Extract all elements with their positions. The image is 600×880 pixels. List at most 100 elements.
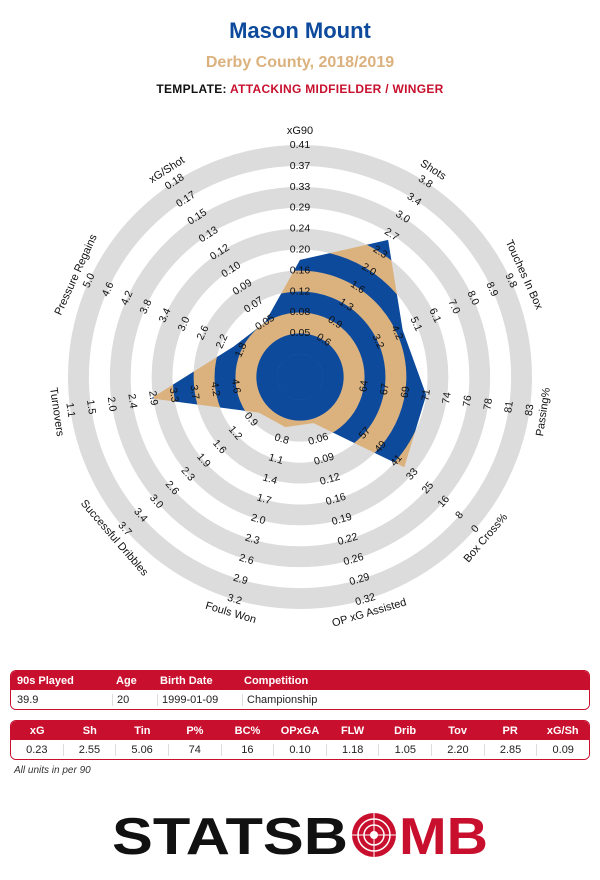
stats-header-xg: xG [29, 724, 45, 737]
radar-tick-label: 0.29 [290, 202, 311, 214]
radar-tick-label: 4.6 [229, 378, 243, 394]
stats-header-p-pct: P% [186, 724, 204, 737]
radar-ring [151, 228, 449, 526]
radar-tick-label: 8.0 [465, 289, 482, 307]
radar-tick-label: 0.22 [336, 531, 359, 548]
logo-text-left: STATSB [112, 810, 348, 860]
radar-tick-label: 3.2 [370, 332, 387, 350]
stats-header-opxga: OPxGA [280, 724, 320, 737]
radar-fill-band [255, 332, 345, 422]
radar-tick-label: 2.3 [244, 532, 262, 548]
radar-axis-label: Passing% [534, 387, 553, 437]
radar-tick-label: 0.08 [290, 306, 311, 318]
radar-tick-label: 67 [378, 382, 392, 395]
stats-header-drib: Drib [394, 724, 417, 737]
radar-tick-label: 0.8 [273, 431, 291, 447]
radar-tick-label: 0.33 [290, 181, 311, 193]
radar-tick-label: 3.0 [176, 315, 193, 333]
radar-tick-label: 83 [523, 403, 537, 416]
team-season: Derby County, 2018/2019 [205, 54, 395, 71]
radar-tick-label: 3.7 [188, 384, 202, 400]
info-value-age: 20 [112, 693, 157, 706]
radar-tick-label: 76 [461, 394, 475, 407]
stats-header-flw: FLW [340, 724, 365, 737]
radar-axis-label: xG90 [287, 125, 313, 137]
stats-header-pr: PR [502, 724, 518, 737]
info-value-competition: Championship [242, 693, 447, 706]
radar-tick-label: 1.7 [255, 491, 273, 507]
stats-value-xg-sh: 0.09 [536, 743, 589, 756]
radar-tick-label: 2.9 [232, 572, 250, 588]
radar-tick-label: 2.2 [214, 332, 231, 350]
radar-chart: 0.05 0.08 0.12 0.16 0.20 0.24 0.29 0.33 0.37 0.41… [47, 125, 553, 630]
stats-value-sh: 2.55 [62, 743, 116, 756]
stats-value-tov: 2.20 [431, 743, 484, 756]
logo-bomb-icon [352, 813, 396, 857]
stats-value-opxga: 0.10 [273, 743, 326, 756]
radar-tick-label: 71 [419, 388, 433, 401]
radar-ring [88, 165, 512, 589]
radar-tick-label: 74 [440, 391, 454, 404]
radar-tick-label: 1.1 [267, 451, 285, 467]
stats-table-header: xG Sh Tin P% BC% OPxGA FLW Drib Tov PR x… [11, 721, 589, 740]
radar-tick-label: 69 [399, 385, 413, 398]
radar-tick-label: 0.09 [313, 451, 336, 468]
radar-tick-label: 4.2 [119, 289, 136, 307]
info-table: 90s Played Age Birth Date Competition 39… [10, 670, 590, 710]
stats-header-xg-sh: xG/Sh [546, 724, 579, 737]
radar-tick-label: 8.9 [484, 280, 501, 298]
stats-header-bc-pct: BC% [234, 724, 261, 737]
radar-center [277, 354, 323, 400]
stats-table-row: 0.23 2.55 5.06 74 16 0.10 1.18 1.05 2.20… [11, 740, 589, 759]
stats-value-xg: 0.23 [26, 743, 48, 756]
radar-ring [67, 144, 533, 610]
info-value-90s: 39.9 [17, 693, 39, 706]
info-header-90s: 90s Played [17, 674, 74, 687]
statsbomb-logo: STATSB MB [112, 810, 488, 860]
radar-tick-label: 64 [357, 379, 371, 392]
radar-tick-label: 0.05 [290, 327, 311, 339]
stats-value-p-pct: 74 [167, 743, 221, 756]
stats-value-flw: 1.18 [325, 743, 379, 756]
radar-ring [130, 207, 470, 547]
radar-ring [109, 186, 491, 568]
radar-tick-label: 2.0 [249, 512, 267, 528]
stats-value-tin: 5.06 [115, 743, 168, 756]
logo-text-right: MB [399, 810, 488, 860]
stats-value-pr: 2.85 [483, 743, 537, 756]
radar-fill-band [193, 270, 407, 468]
stats-header-tin: Tin [134, 724, 151, 737]
radar-tick-label: 1.5 [84, 399, 98, 415]
stats-header-sh: Sh [82, 724, 97, 737]
radar-tick-label: 0.16 [290, 264, 311, 276]
radar-tick-label: 81 [502, 400, 516, 413]
radar-tick-label: 0.12 [319, 471, 342, 488]
radar-tick-label: 0.32 [354, 591, 377, 608]
radar-tick-label: 2.6 [238, 552, 256, 568]
stats-header-tov: Tov [448, 724, 468, 737]
radar-tick-label: 0.19 [330, 511, 353, 528]
units-footnote: All units in per 90 [14, 765, 91, 776]
radar-tick-label: 2.6 [195, 323, 212, 341]
radar-tick-label: 0.24 [290, 223, 311, 235]
info-table-row: 39.9 20 1999-01-09 Championship [11, 690, 589, 709]
radar-tick-label: 2.0 [105, 396, 119, 412]
info-header-competition: Competition [244, 674, 309, 687]
radar-tick-label: 7.0 [446, 298, 463, 316]
info-table-header: 90s Played Age Birth Date Competition [11, 671, 589, 690]
radar-tick-label: 0.12 [290, 285, 311, 297]
radar-tick-label: 5.1 [408, 315, 425, 333]
radar-tick-label: 6.1 [427, 306, 444, 324]
radar-tick-label: 1.8 [233, 341, 250, 359]
radar-axis-label: Turnovers [47, 387, 66, 438]
radar-tick-label: 1.4 [261, 471, 279, 487]
radar-tick-label: 3.4 [157, 306, 174, 324]
radar-tick-label: 1.1 [63, 402, 77, 418]
stats-value-bc-pct: 16 [220, 743, 274, 756]
radar-tick-label: 2.4 [125, 393, 139, 409]
radar-tick-label: 78 [482, 397, 496, 410]
stats-table: xG Sh Tin P% BC% OPxGA FLW Drib Tov PR x… [10, 720, 590, 760]
player-name: Mason Mount [229, 18, 371, 43]
radar-tick-label: 5.0 [81, 271, 98, 289]
radar-tick-label: 0.29 [348, 571, 371, 588]
